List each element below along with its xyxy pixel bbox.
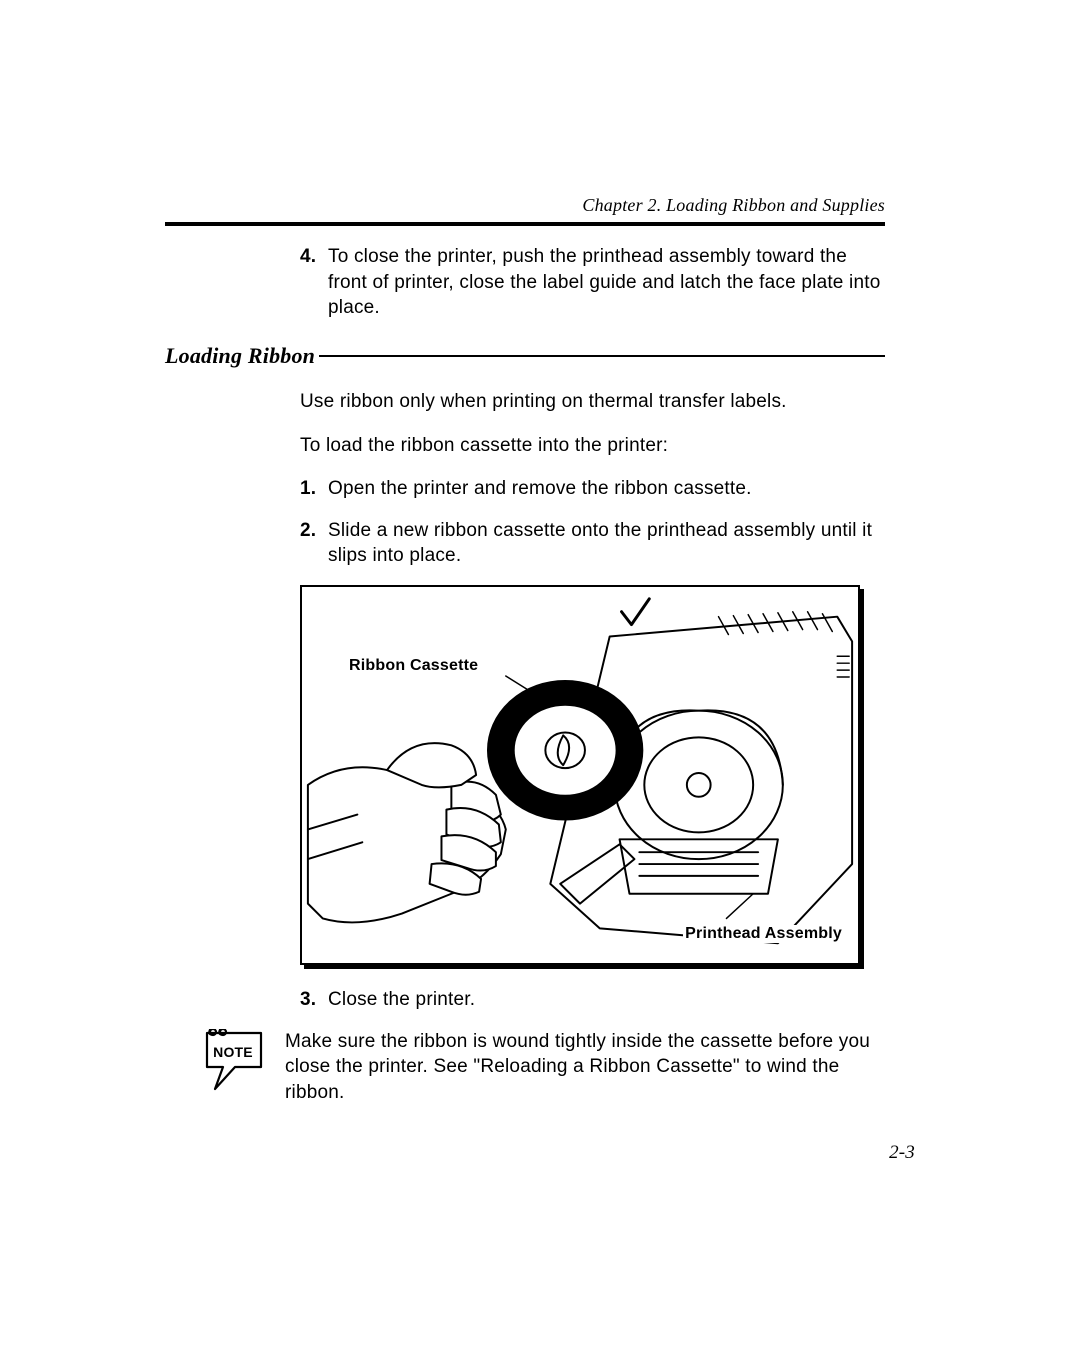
header-rule bbox=[165, 222, 885, 226]
step-4-text: To close the printer, push the printhead… bbox=[328, 244, 885, 321]
note-text: Make sure the ribbon is wound tightly in… bbox=[285, 1029, 885, 1106]
page-number: 2-3 bbox=[889, 1142, 915, 1164]
figure-label-cassette: Ribbon Cassette bbox=[347, 657, 480, 675]
step-1: 1. Open the printer and remove the ribbo… bbox=[300, 476, 885, 502]
section-heading-rule bbox=[319, 355, 885, 357]
intro-paragraph-1: Use ribbon only when printing on thermal… bbox=[300, 389, 885, 415]
printer-illustration bbox=[302, 587, 858, 963]
step-2-number: 2. bbox=[300, 518, 328, 569]
step-3-number: 3. bbox=[300, 987, 328, 1013]
step-1-text: Open the printer and remove the ribbon c… bbox=[328, 476, 885, 502]
step-3: 3. Close the printer. bbox=[300, 987, 885, 1013]
note-block: NOTE Make sure the ribbon is wound tight… bbox=[165, 1029, 885, 1106]
step-2-text: Slide a new ribbon cassette onto the pri… bbox=[328, 518, 885, 569]
step-4: 4. To close the printer, push the printh… bbox=[300, 244, 885, 321]
step-4-number: 4. bbox=[300, 244, 328, 321]
section-heading-row: Loading Ribbon bbox=[165, 343, 885, 369]
step-2: 2. Slide a new ribbon cassette onto the … bbox=[300, 518, 885, 569]
intro-paragraph-2: To load the ribbon cassette into the pri… bbox=[300, 433, 885, 459]
note-icon-label: NOTE bbox=[213, 1044, 253, 1060]
step-3-text: Close the printer. bbox=[328, 987, 885, 1013]
figure-ribbon-cassette: Ribbon Cassette Printhead Assembly bbox=[300, 585, 860, 965]
section-heading: Loading Ribbon bbox=[165, 343, 319, 369]
chapter-header: Chapter 2. Loading Ribbon and Supplies bbox=[165, 195, 885, 216]
step-1-number: 1. bbox=[300, 476, 328, 502]
note-icon: NOTE bbox=[195, 1029, 267, 1093]
figure-label-printhead: Printhead Assembly bbox=[683, 925, 844, 943]
